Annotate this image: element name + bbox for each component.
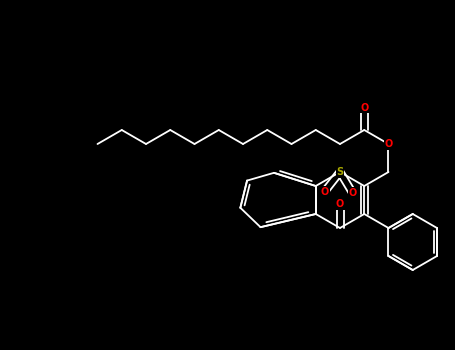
Text: O: O: [384, 139, 393, 149]
Text: O: O: [349, 188, 357, 198]
Text: O: O: [320, 187, 329, 197]
Text: S: S: [336, 167, 344, 177]
Text: O: O: [336, 199, 344, 209]
Text: O: O: [360, 103, 369, 113]
